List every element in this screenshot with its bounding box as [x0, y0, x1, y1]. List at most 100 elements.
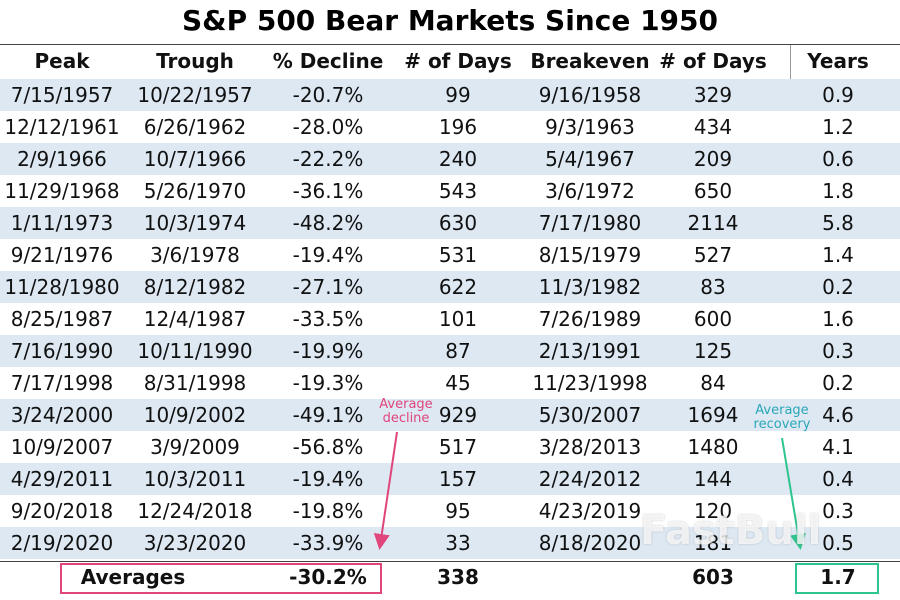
averages-label: Averages [80, 565, 186, 589]
column-header: Years [807, 49, 869, 73]
table-cell: 8/12/1982 [143, 275, 247, 299]
row-background [0, 79, 900, 111]
table-cell: 4/29/2011 [10, 467, 114, 491]
table-cell: -27.1% [292, 275, 364, 299]
table-cell: 2/24/2012 [538, 467, 642, 491]
table-cell: 4.1 [822, 435, 854, 459]
table-cell: 650 [693, 179, 733, 203]
table-cell: 196 [438, 115, 478, 139]
table-cell: 11/28/1980 [4, 275, 120, 299]
table-cell: 10/22/1957 [137, 83, 253, 107]
table-cell: 83 [700, 275, 726, 299]
table-cell: 10/7/1966 [143, 147, 247, 171]
table-cell: 2/19/2020 [10, 531, 114, 555]
table-cell: 3/28/2013 [538, 435, 642, 459]
table-cell: 12/24/2018 [137, 499, 253, 523]
watermark: FastBull [640, 508, 822, 554]
table-cell: 7/16/1990 [10, 339, 114, 363]
table-cell: 7/15/1957 [10, 83, 114, 107]
table-cell: 622 [438, 275, 478, 299]
table-cell: 144 [693, 467, 733, 491]
table-cell: 157 [438, 467, 478, 491]
annotation-line: recovery [753, 417, 811, 432]
row-background [0, 367, 900, 399]
table-cell: 101 [438, 307, 478, 331]
table-cell: 8/25/1987 [10, 307, 114, 331]
table-cell: 11/29/1968 [4, 179, 120, 203]
table-cell: 929 [438, 403, 478, 427]
table-cell: -56.8% [292, 435, 364, 459]
row-background [0, 143, 900, 175]
row-background [0, 527, 900, 559]
table-cell: 543 [438, 179, 478, 203]
table-cell: 1.2 [822, 115, 854, 139]
table-cell: 517 [438, 435, 478, 459]
average-recovery-days: 603 [692, 565, 734, 589]
average-days: 338 [437, 565, 479, 589]
average-years: 1.7 [820, 565, 856, 589]
table-cell: -19.3% [292, 371, 364, 395]
row-background [0, 207, 900, 239]
row-background [0, 463, 900, 495]
table-cell: 527 [693, 243, 733, 267]
table-cell: 7/17/1980 [538, 211, 642, 235]
table-cell: 0.2 [822, 275, 854, 299]
average-decline: -30.2% [289, 565, 367, 589]
table-cell: 7/26/1989 [538, 307, 642, 331]
column-header: # of Days [404, 49, 512, 73]
table-cell: -19.9% [292, 339, 364, 363]
table-cell: 2/13/1991 [538, 339, 642, 363]
column-header: Peak [34, 49, 90, 73]
annotation-line: Average [755, 403, 809, 418]
table-cell: 1.6 [822, 307, 854, 331]
table-cell: 12/4/1987 [143, 307, 247, 331]
table-cell: 10/3/2011 [143, 467, 247, 491]
table-cell: 1480 [687, 435, 739, 459]
column-header: Trough [156, 49, 234, 73]
table-cell: 0.5 [822, 531, 854, 555]
table-cell: 10/11/1990 [137, 339, 253, 363]
table-cell: 11/3/1982 [538, 275, 642, 299]
table-cell: 1.8 [822, 179, 854, 203]
table-cell: 33 [445, 531, 471, 555]
table-cell: 240 [438, 147, 478, 171]
table-cell: 120 [693, 499, 733, 523]
table-cell: 10/3/1974 [143, 211, 247, 235]
table-cell: 5.8 [822, 211, 854, 235]
table-cell: 9/21/1976 [10, 243, 114, 267]
table-cell: 99 [445, 83, 471, 107]
table-cell: 6/26/1962 [143, 115, 247, 139]
table-cell: 0.4 [822, 467, 854, 491]
table-cell: 1694 [687, 403, 739, 427]
table-cell: 125 [693, 339, 733, 363]
table-cell: 95 [445, 499, 471, 523]
annotation: Average recovery [744, 404, 820, 432]
table-cell: -28.0% [292, 115, 364, 139]
arrow [781, 437, 806, 550]
table-cell: 4.6 [822, 403, 854, 427]
row-background [0, 239, 900, 271]
table-cell: -33.9% [292, 531, 364, 555]
column-header: Breakeven [530, 49, 650, 73]
table-cell: 3/6/1972 [545, 179, 635, 203]
table-cell: -36.1% [292, 179, 364, 203]
table-cell: -48.2% [292, 211, 364, 235]
table-cell: 3/24/2000 [10, 403, 114, 427]
table-cell: 0.6 [822, 147, 854, 171]
table-cell: 209 [693, 147, 733, 171]
table-cell: 630 [438, 211, 478, 235]
table-cell: 0.2 [822, 371, 854, 395]
arrow [373, 431, 398, 550]
table-cell: -49.1% [292, 403, 364, 427]
table-cell: 5/4/1967 [545, 147, 635, 171]
table-cell: 7/17/1998 [10, 371, 114, 395]
table-cell: -20.7% [292, 83, 364, 107]
table-cell: 2114 [687, 211, 739, 235]
table-cell: -19.4% [292, 467, 364, 491]
row-background [0, 495, 900, 527]
table-cell: 531 [438, 243, 478, 267]
table-cell: -19.4% [292, 243, 364, 267]
column-header: # of Days [659, 49, 767, 73]
